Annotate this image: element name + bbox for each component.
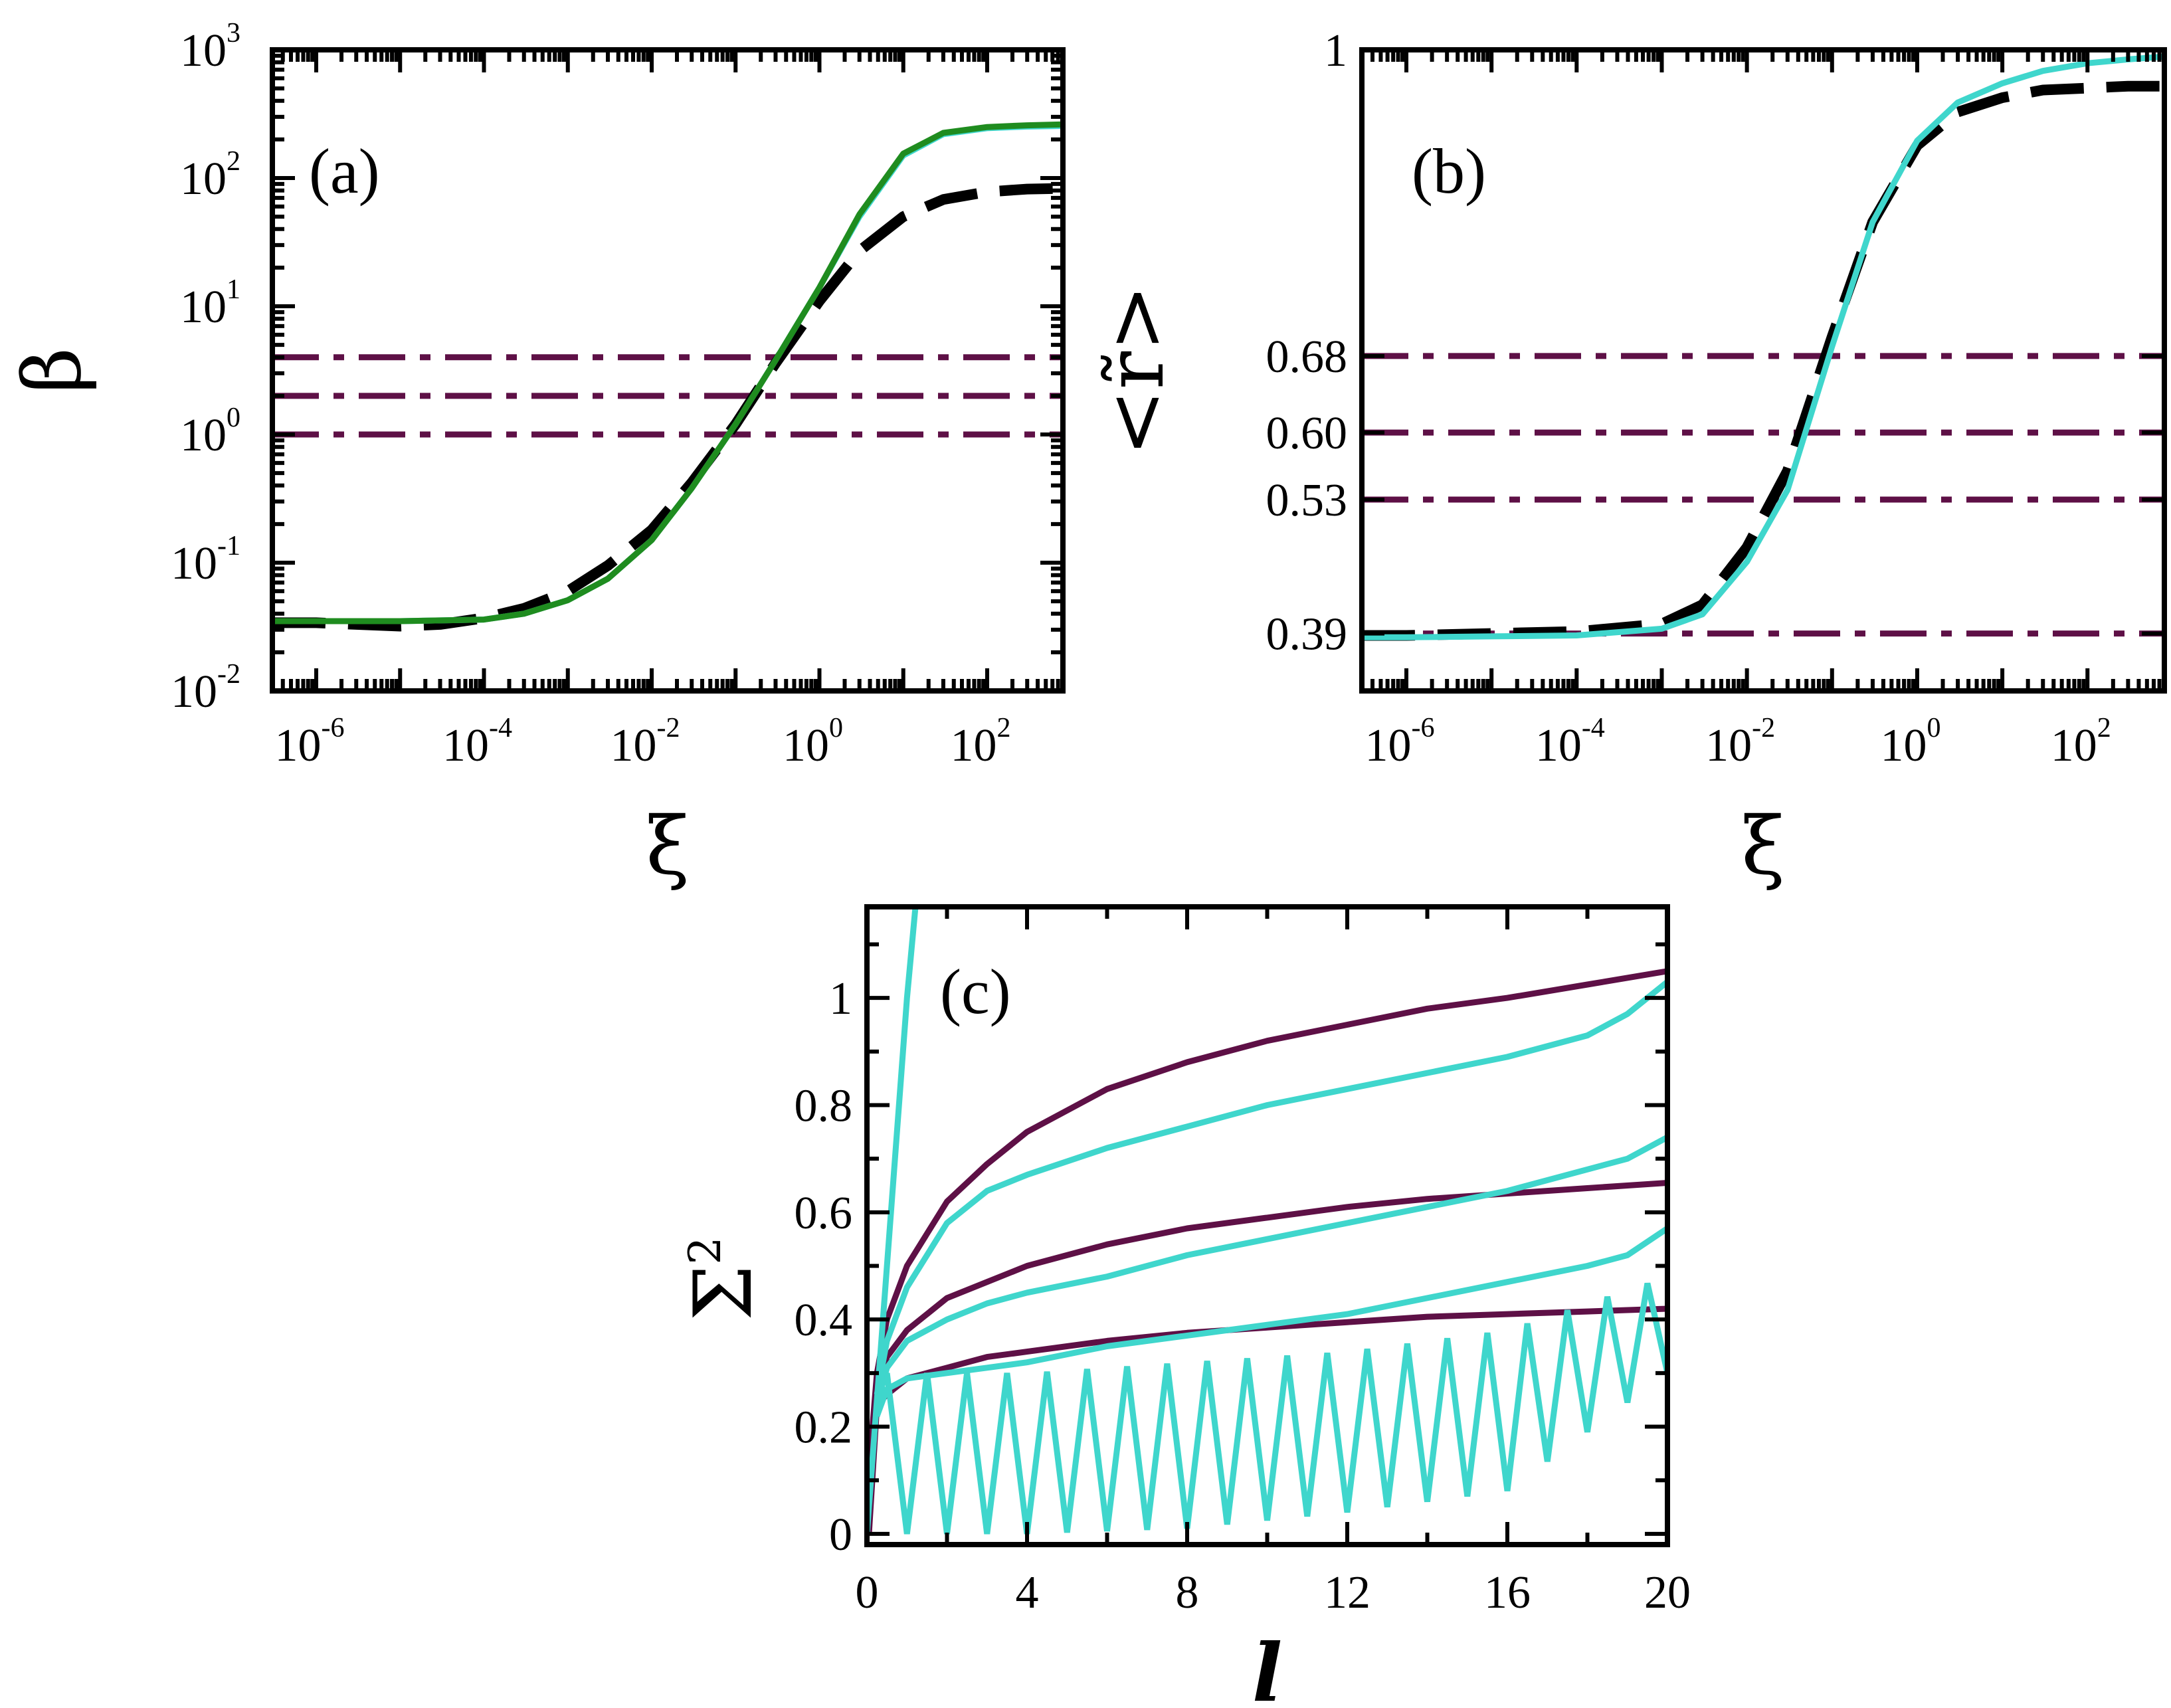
y-tick-label: 103 [180,18,240,76]
y-tick-label: 0.53 [1266,475,1348,526]
x-tick-base: 10 [610,720,656,771]
series-cyan-lower [874,1226,1667,1417]
x-tick-base: 10 [275,720,322,771]
x-tick-label: 10-6 [275,713,345,771]
series-black-dashed [272,183,1063,632]
series-green [272,121,1063,624]
y-axis-label: β [7,347,99,393]
y-tick-label: 0.68 [1266,332,1348,383]
series-cyan-oscillating [884,1282,1667,1535]
x-tick-base: 10 [1880,720,1927,771]
x-tick-base: 10 [1535,720,1582,771]
x-tick-label: 10-4 [1535,713,1605,771]
y-tick-exp: 3 [227,18,240,48]
x-tick-label: 10-6 [1365,713,1435,771]
y-tick-exp: 2 [227,146,240,177]
y-tick-base: 10 [171,666,217,717]
y-tick-label: 10-2 [171,659,240,717]
x-tick-label: 102 [2051,713,2111,771]
y-axis-label-sup: 2 [680,1237,731,1265]
x-tick-exp: -6 [1412,713,1435,743]
x-tick-label: 16 [1484,1567,1531,1618]
y-axis-label: Σ2 [678,1237,770,1321]
y-tick-label: 1 [829,973,852,1024]
x-tick-label: 8 [1176,1567,1199,1618]
y-tick-base: 10 [180,153,227,205]
x-tick-label: 12 [1324,1567,1370,1618]
y-tick-base: 10 [180,25,227,76]
y-tick-label: 0.4 [795,1295,853,1346]
y-tick-label: 0.39 [1266,609,1348,660]
panel-label: (a) [309,136,380,207]
x-tick-label: 10-2 [610,713,680,771]
y-axis-label: <r̃> [1089,284,1182,456]
x-tick-base: 10 [950,720,996,771]
x-tick-exp: -4 [1582,713,1605,743]
x-tick-label: 100 [1880,713,1940,771]
series-cyan-upper [874,979,1667,1395]
y-tick-exp: 0 [227,403,240,433]
x-tick-exp: -4 [489,713,512,743]
plot-area [867,907,1667,1535]
panel-a: 10-6 10-4 10-2 100 10210-210-1100101102103(a… [7,18,1066,893]
y-tick-base: 10 [180,282,227,333]
x-tick-exp: -2 [656,713,680,743]
y-tick-base: 10 [171,538,217,589]
y-tick-label: 0.8 [795,1080,853,1131]
x-tick-base: 10 [783,720,829,771]
y-tick-label: 1 [1324,25,1347,76]
x-tick-label: 100 [783,713,843,771]
x-tick-exp: -6 [322,713,345,743]
panel-c: 0 4 8 12 16 20 0 0.2 0.4 0.6 0.8 1 (c) l Σ2 [678,904,1691,1708]
series-cyan [1362,53,2164,640]
y-tick-label: 0 [829,1509,852,1561]
series-cyan-steep [867,907,919,1535]
y-tick-label: 0.60 [1266,408,1348,459]
x-tick-label: 102 [950,713,1010,771]
y-tick-label: 10-1 [171,531,240,589]
x-tick-label: 10-4 [442,713,512,771]
x-tick-base: 10 [1365,720,1412,771]
y-tick-label: 100 [180,403,240,461]
series-maroon-upper [867,968,1667,1470]
series-cyan-middle [874,1134,1667,1406]
series-maroon-middle [867,1180,1667,1481]
x-tick-label: 10-2 [1705,713,1775,771]
y-tick-label: 0.6 [795,1188,853,1239]
series-maroon-lower [867,1305,1667,1535]
x-axis-label: l [1252,1626,1283,1708]
x-tick-label: 20 [1644,1567,1691,1618]
x-tick-base: 10 [442,720,489,771]
y-tick-label: 101 [180,274,240,333]
x-tick-label: 4 [1016,1567,1039,1618]
y-axis-label-main: Σ [678,1265,770,1321]
x-tick-exp: 0 [1927,713,1940,743]
y-tick-base: 10 [180,410,227,461]
panel-label: (b) [1412,136,1486,207]
x-tick-base: 10 [1705,720,1752,771]
panel-label: (c) [940,956,1011,1027]
x-axis-label: ξ [646,801,690,893]
x-tick-exp: -2 [1752,713,1775,743]
panel-b: 10-6 10-4 10-2 100 1020.390.530.600.681(b)ξ<… [1089,25,2167,893]
x-tick-exp: 2 [2097,713,2111,743]
x-tick-exp: 0 [829,713,843,743]
x-tick-base: 10 [2051,720,2097,771]
x-axis-label: ξ [1741,801,1785,893]
y-tick-exp: -2 [217,659,240,690]
y-tick-label: 102 [180,146,240,205]
y-tick-label: 0.2 [795,1402,853,1454]
plot-area [1362,53,2164,641]
plot-area [272,121,1063,632]
y-tick-exp: 1 [227,274,240,305]
plot-frame [1359,47,2167,694]
x-tick-exp: 2 [996,713,1010,743]
y-tick-exp: -1 [217,531,240,561]
x-tick-label: 0 [856,1567,879,1618]
plot-frame [270,47,1066,694]
